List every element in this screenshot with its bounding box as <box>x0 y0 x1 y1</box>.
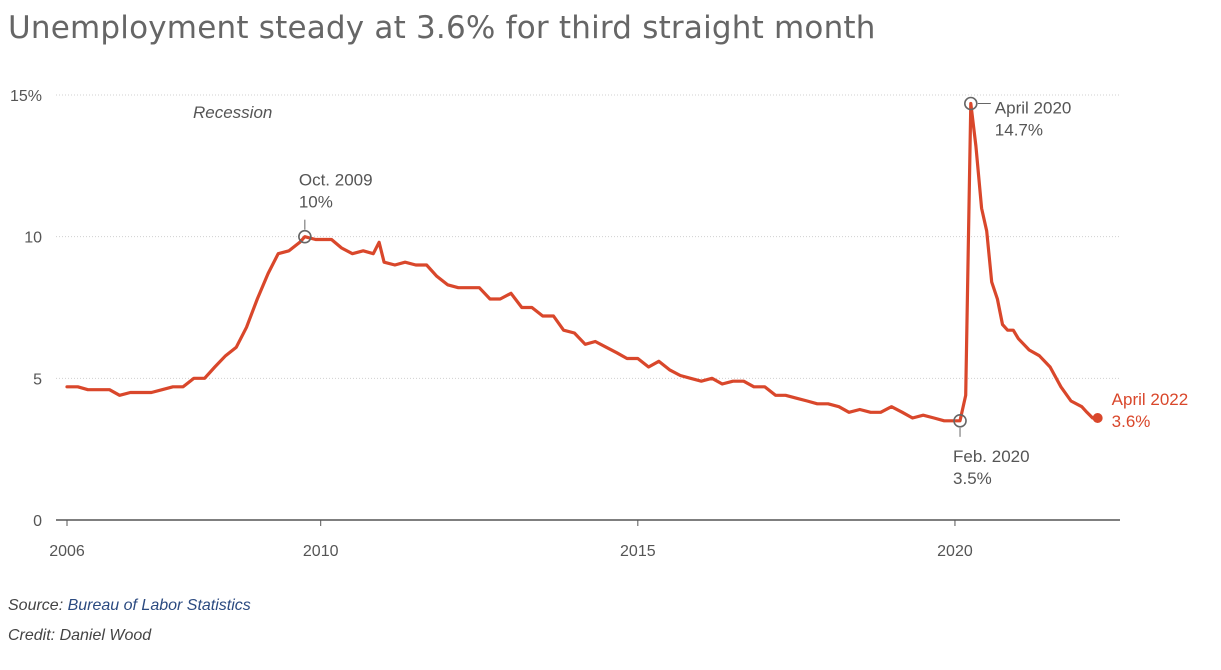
x-tick-label-2006: 2006 <box>49 543 85 560</box>
source-label: Source: <box>8 597 64 614</box>
y-tick-label-5: 5 <box>33 371 42 388</box>
y-tick-label-0: 0 <box>33 513 42 530</box>
annotation-label-feb-2020: Feb. 2020 <box>953 447 1030 466</box>
recession-label: Recession <box>193 103 272 122</box>
series-line-0 <box>65 101 1100 423</box>
axes: 0 5 10 15% 2006 2010 2015 2020 <box>10 88 1120 560</box>
y-tick-label-15: 15% <box>10 88 42 105</box>
annotation-value-april-2020: 14.7% <box>995 121 1043 140</box>
gridlines <box>56 94 1120 379</box>
series-layer <box>65 101 1100 423</box>
y-tick-label-10: 10 <box>24 230 42 247</box>
marker-april-2022 <box>1092 413 1103 423</box>
x-tick-label-2020: 2020 <box>937 543 973 560</box>
annotation-label-oct-2009: Oct. 2009 <box>299 171 373 190</box>
annotation-label-april-2022: April 2022 <box>1112 390 1189 409</box>
annotation-label-april-2020: April 2020 <box>995 99 1072 118</box>
source-line: Source: Bureau of Labor Statistics <box>8 597 251 615</box>
marker-feb-2020 <box>953 414 967 428</box>
annotation-value-feb-2020: 3.5% <box>953 469 992 488</box>
x-tick-label-2010: 2010 <box>303 543 339 560</box>
source-link[interactable]: Bureau of Labor Statistics <box>67 597 251 614</box>
marker-april-2020 <box>964 96 978 111</box>
annotation-value-oct-2009: 10% <box>299 193 333 212</box>
annotation-value-april-2022: 3.6% <box>1112 412 1151 431</box>
x-tick-label-2015: 2015 <box>620 543 656 560</box>
annotations: Oct. 2009 10% April 2020 14.7% Feb. 2020 3.5%… <box>298 96 1189 488</box>
marker-oct-2009 <box>298 229 312 244</box>
credit-line: Credit: Daniel Wood <box>8 627 152 644</box>
chart-title: Unemployment steady at 3.6% for third st… <box>8 10 876 46</box>
